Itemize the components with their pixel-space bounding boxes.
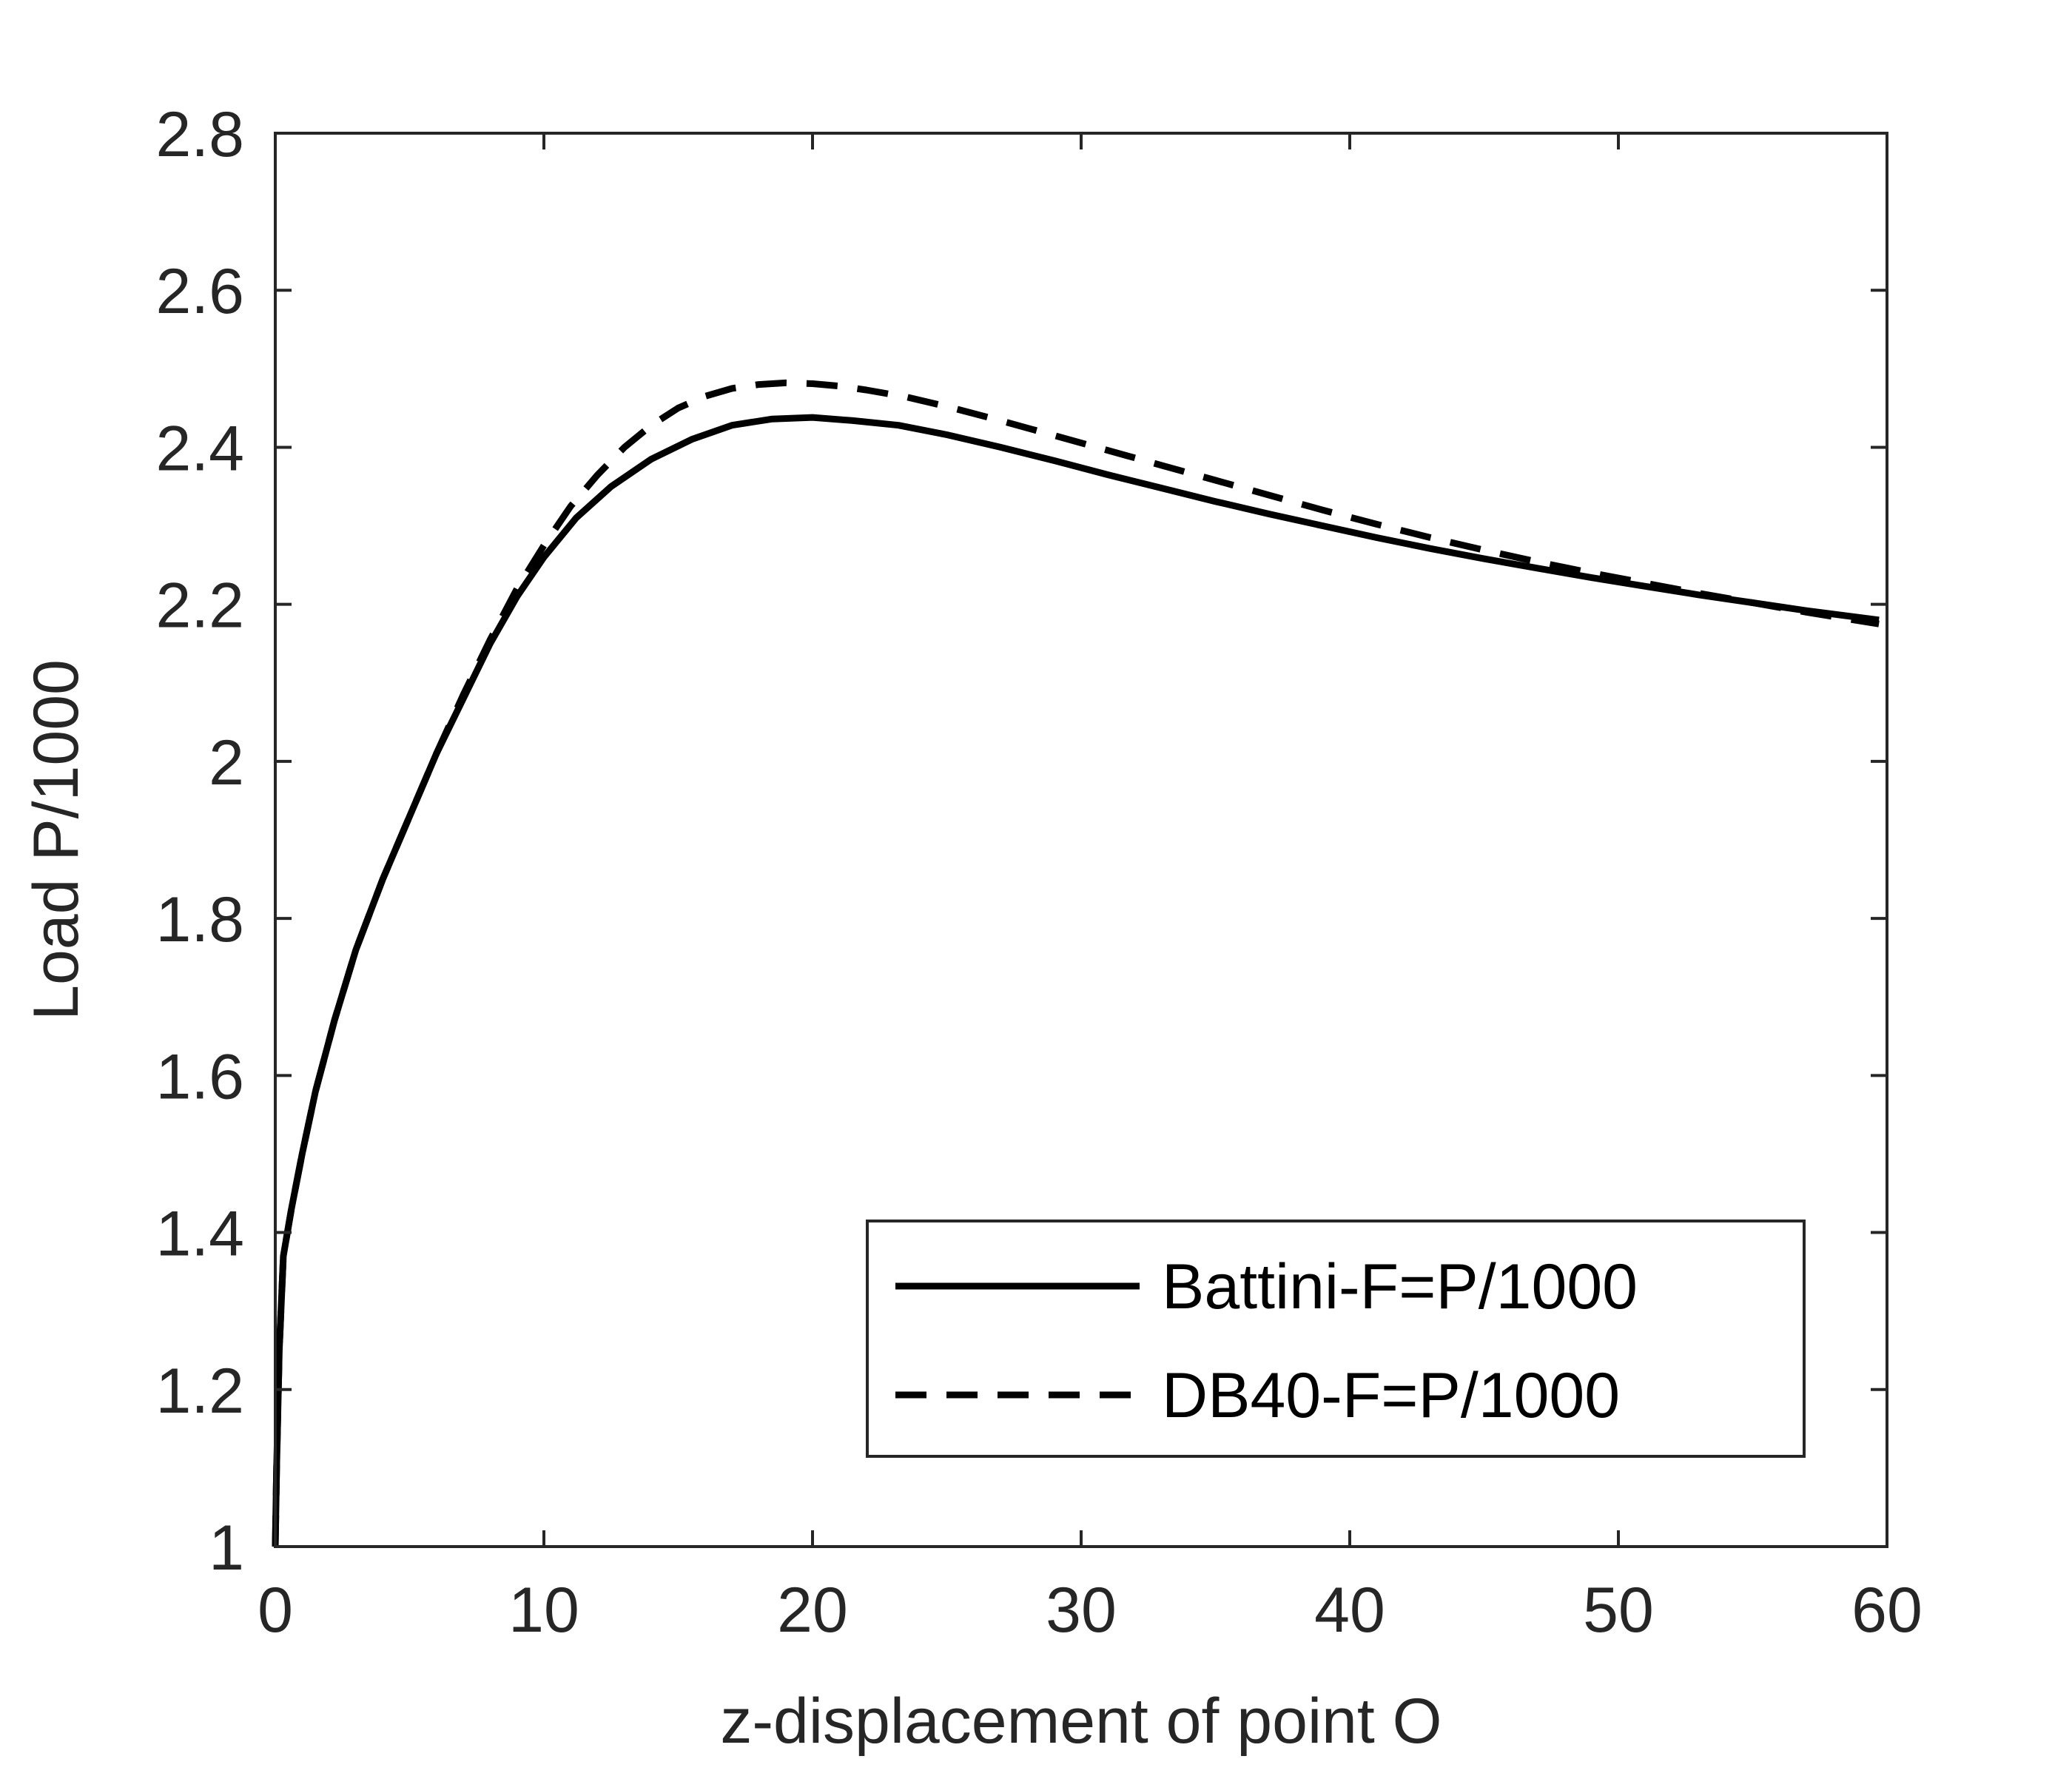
y-tick-label: 2.4	[155, 413, 244, 484]
y-tick-label: 1.8	[155, 884, 244, 955]
x-tick-label: 50	[1583, 1575, 1654, 1646]
y-tick-label: 2.2	[155, 571, 244, 642]
x-tick-label: 60	[1851, 1575, 1923, 1646]
legend-box	[866, 1220, 1806, 1458]
x-axis-label: z-displacement of point O	[720, 1686, 1442, 1757]
legend: Battini-F=P/1000 DB40-F=P/1000	[866, 1220, 1806, 1458]
series-layer	[272, 379, 1880, 1547]
series-line-db40	[272, 379, 1880, 1547]
y-tick-label: 2.8	[155, 99, 244, 170]
legend-label-db40: DB40-F=P/1000	[1162, 1360, 1620, 1431]
y-tick-label: 2	[209, 727, 244, 798]
y-tick-label: 1.6	[155, 1041, 244, 1112]
ticks-layer	[274, 132, 1888, 1548]
x-tick-label: 40	[1314, 1575, 1385, 1646]
y-axis-label: Load P/1000	[21, 659, 92, 1020]
x-tick-label: 0	[258, 1575, 293, 1646]
y-tick-label: 2.6	[155, 256, 244, 327]
x-tick-label: 20	[777, 1575, 848, 1646]
y-tick-label: 1.2	[155, 1356, 244, 1427]
x-tick-label: 10	[508, 1575, 579, 1646]
y-tick-label: 1	[209, 1513, 244, 1584]
legend-label-battini: Battini-F=P/1000	[1162, 1251, 1638, 1322]
y-tick-label: 1.4	[155, 1199, 244, 1270]
tick-labels-layer: 0 10 20 30 40 50 60 1 1.2 1.4 1.6 1.8 2 2.2 2.4 2.6 2.8	[155, 99, 1922, 1646]
x-tick-label: 30	[1046, 1575, 1117, 1646]
